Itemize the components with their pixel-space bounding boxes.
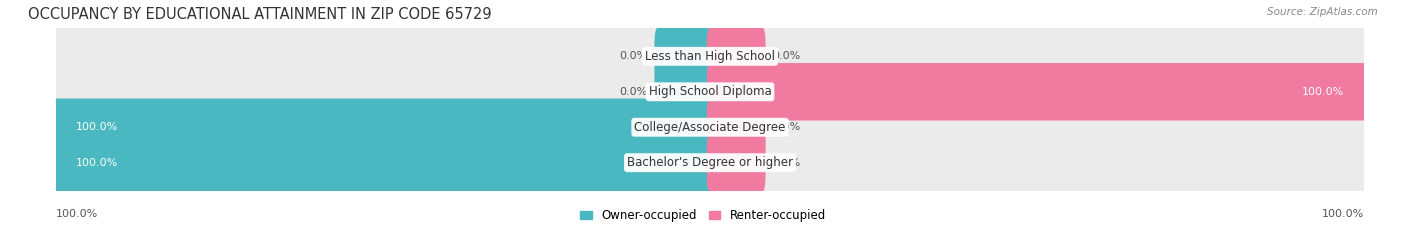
FancyBboxPatch shape	[53, 99, 713, 156]
Text: 0.0%: 0.0%	[620, 51, 648, 61]
FancyBboxPatch shape	[707, 134, 1367, 192]
Text: 100.0%: 100.0%	[76, 158, 118, 168]
FancyBboxPatch shape	[707, 99, 766, 156]
Text: High School Diploma: High School Diploma	[648, 85, 772, 98]
Legend: Owner-occupied, Renter-occupied: Owner-occupied, Renter-occupied	[575, 205, 831, 227]
FancyBboxPatch shape	[707, 63, 1367, 120]
Text: 0.0%: 0.0%	[772, 158, 800, 168]
FancyBboxPatch shape	[53, 134, 713, 192]
Text: Source: ZipAtlas.com: Source: ZipAtlas.com	[1267, 7, 1378, 17]
FancyBboxPatch shape	[707, 99, 1367, 156]
FancyBboxPatch shape	[53, 27, 713, 85]
Text: 100.0%: 100.0%	[76, 122, 118, 132]
FancyBboxPatch shape	[53, 134, 713, 192]
Text: College/Associate Degree: College/Associate Degree	[634, 121, 786, 134]
Text: 100.0%: 100.0%	[1322, 209, 1364, 219]
Text: 0.0%: 0.0%	[620, 87, 648, 97]
FancyBboxPatch shape	[707, 27, 766, 85]
FancyBboxPatch shape	[53, 99, 713, 156]
FancyBboxPatch shape	[56, 150, 1364, 176]
FancyBboxPatch shape	[707, 63, 1367, 120]
Text: 0.0%: 0.0%	[772, 122, 800, 132]
FancyBboxPatch shape	[53, 63, 713, 120]
FancyBboxPatch shape	[56, 79, 1364, 105]
Text: Less than High School: Less than High School	[645, 50, 775, 63]
FancyBboxPatch shape	[56, 43, 1364, 69]
Text: 100.0%: 100.0%	[56, 209, 98, 219]
FancyBboxPatch shape	[654, 27, 713, 85]
FancyBboxPatch shape	[707, 27, 1367, 85]
FancyBboxPatch shape	[654, 63, 713, 120]
Text: Bachelor's Degree or higher: Bachelor's Degree or higher	[627, 156, 793, 169]
Text: OCCUPANCY BY EDUCATIONAL ATTAINMENT IN ZIP CODE 65729: OCCUPANCY BY EDUCATIONAL ATTAINMENT IN Z…	[28, 7, 492, 22]
FancyBboxPatch shape	[707, 134, 766, 192]
Text: 100.0%: 100.0%	[1302, 87, 1344, 97]
Text: 0.0%: 0.0%	[772, 51, 800, 61]
FancyBboxPatch shape	[56, 114, 1364, 140]
